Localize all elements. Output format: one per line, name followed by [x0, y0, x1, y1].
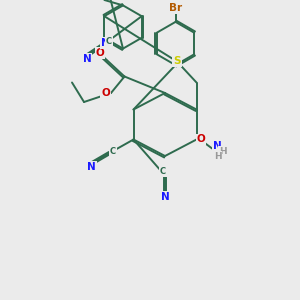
Text: H: H [219, 147, 227, 156]
Text: S: S [173, 56, 181, 67]
Text: C: C [106, 38, 112, 46]
Text: N: N [213, 140, 222, 151]
Text: H: H [214, 152, 221, 161]
Text: C: C [110, 147, 116, 156]
Text: O: O [95, 48, 104, 59]
Text: N: N [101, 38, 110, 48]
Text: N: N [160, 192, 169, 202]
Text: C: C [160, 167, 166, 176]
Text: O: O [196, 134, 206, 145]
Text: N: N [82, 54, 91, 64]
Text: N: N [87, 162, 96, 172]
Text: O: O [101, 88, 110, 98]
Text: Br: Br [169, 3, 182, 14]
